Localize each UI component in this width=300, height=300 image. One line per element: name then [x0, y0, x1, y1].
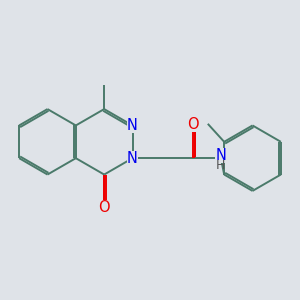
Text: O: O [98, 200, 110, 215]
Text: N: N [127, 118, 138, 133]
Text: N: N [215, 148, 226, 163]
Text: O: O [187, 117, 199, 132]
Text: N: N [127, 151, 138, 166]
Text: H: H [216, 159, 226, 172]
